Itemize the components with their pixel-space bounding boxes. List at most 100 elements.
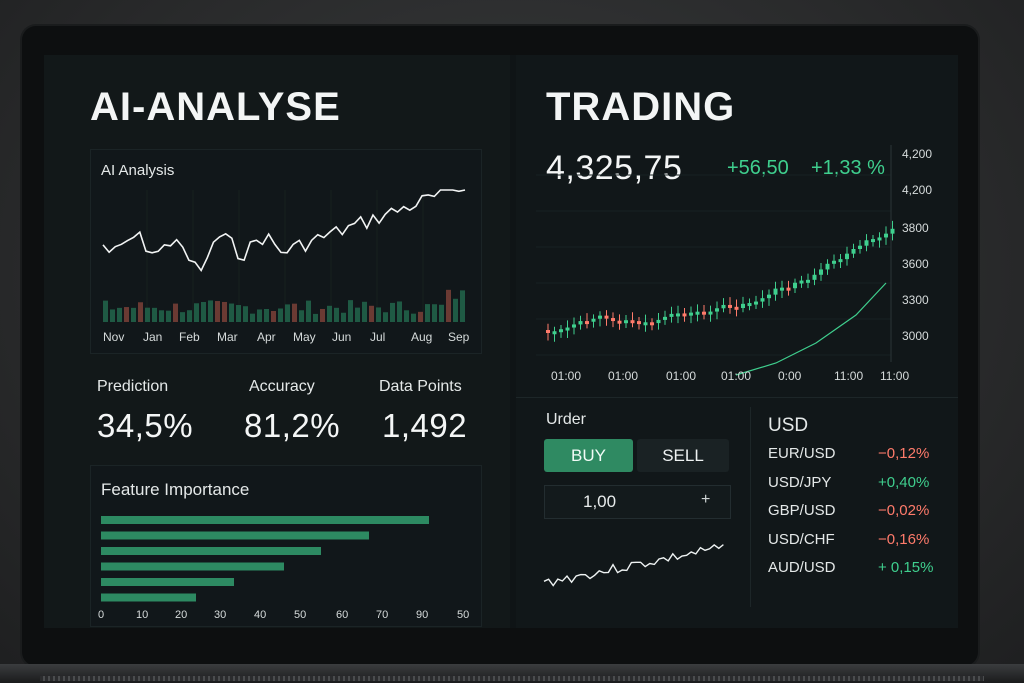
feature-tick: 20: [175, 609, 188, 621]
time-tick: 01:00: [666, 369, 697, 383]
candle-body: [747, 303, 752, 307]
feature-bar: [101, 547, 321, 555]
volume-bar: [250, 313, 255, 322]
candle-body: [585, 321, 589, 325]
time-tick: 01:00: [551, 369, 582, 383]
candle-body: [884, 233, 888, 238]
candle-body: [604, 315, 609, 319]
candle-body: [845, 253, 849, 260]
stat-datapoints-label: Data Points: [379, 378, 462, 395]
volume-bar: [271, 310, 276, 322]
month-tick: Jun: [332, 330, 352, 344]
feature-importance-title: Feature Importance: [101, 480, 250, 499]
candle-body: [728, 304, 732, 308]
price-tick: 3800: [902, 221, 929, 235]
time-tick: 11:00: [834, 369, 864, 383]
candle-body: [838, 259, 843, 263]
volume-bar: [103, 300, 108, 322]
price-change-abs: +56,50: [727, 157, 789, 179]
quantity-value: 1,00: [583, 492, 617, 511]
candle-body: [819, 269, 823, 275]
price-tick: 4,200: [902, 147, 933, 161]
candle-body: [786, 287, 791, 291]
volume-bar: [152, 307, 157, 322]
candle-body: [650, 322, 654, 326]
plus-icon[interactable]: +: [701, 491, 711, 508]
volume-bar: [334, 307, 339, 322]
volume-bar: [320, 308, 325, 322]
feature-bar: [101, 531, 369, 540]
candle-body: [864, 240, 869, 246]
candle-body: [637, 321, 641, 325]
screen: AI-ANALYSE AI Analysis Nov Jan Feb Mar Apr Ma…: [44, 55, 958, 628]
currency-pair-name[interactable]: GBP/USD: [768, 502, 836, 519]
ai-analyse-panel: AI-ANALYSE AI Analysis Nov Jan Feb Mar Apr Ma…: [44, 55, 510, 628]
candle-body: [689, 312, 693, 316]
feature-tick: 70: [376, 609, 389, 621]
volume-bar: [201, 301, 206, 322]
currency-pair-name[interactable]: USD/CHF: [768, 530, 835, 548]
stat-prediction-label: Prediction: [97, 378, 169, 395]
ai-analysis-card: AI Analysis Nov Jan Feb Mar Apr May Jun Jul Aug S…: [90, 149, 482, 354]
candle-body: [663, 316, 667, 320]
candle-body: [721, 304, 726, 309]
volume-bar: [215, 301, 220, 322]
time-tick: 01:00: [721, 369, 752, 383]
candle-body: [715, 308, 719, 312]
currency-title: USD: [768, 415, 809, 436]
volume-bar: [124, 307, 129, 322]
trading-title: TRADING: [546, 85, 736, 129]
feature-tick: 50: [457, 609, 470, 621]
stat-accuracy-label: Accuracy: [249, 378, 315, 395]
keyboard-edge: [40, 676, 984, 681]
volume-bar: [362, 301, 367, 322]
ai-analyse-title: AI-ANALYSE: [90, 85, 341, 129]
currency-pair-name[interactable]: USD/JPY: [768, 473, 832, 491]
volume-bar: [117, 307, 122, 322]
feature-tick: 60: [336, 609, 349, 621]
volume-bar: [166, 310, 171, 322]
candle-body: [656, 319, 661, 324]
volume-bar: [229, 303, 234, 322]
sell-button[interactable]: SELL: [637, 439, 729, 472]
feature-tick: 50: [294, 609, 307, 621]
volume-bar: [418, 311, 423, 322]
stat-prediction-value: 34,5%: [97, 407, 194, 444]
currency-pair-name[interactable]: EUR/USD: [768, 445, 836, 462]
candle-body: [695, 311, 700, 315]
volume-bar: [376, 307, 381, 322]
volume-bar: [299, 310, 304, 322]
feature-bar: [101, 578, 234, 586]
volume-bar: [439, 304, 444, 322]
candle-body: [760, 298, 765, 302]
volume-bar: [222, 301, 227, 322]
volume-bar: [432, 304, 437, 322]
volume-bar: [411, 313, 416, 322]
candle-body: [546, 330, 550, 333]
volume-bar: [285, 304, 290, 322]
quantity-stepper[interactable]: 1,00 +: [544, 485, 731, 519]
candle-body: [767, 294, 771, 299]
candle-body: [812, 274, 817, 280]
currency-pair-name[interactable]: AUD/USD: [768, 559, 836, 576]
price-value: 4,325,75: [546, 149, 683, 187]
candle-body: [578, 321, 583, 325]
candle-body: [617, 320, 622, 324]
month-tick: May: [293, 330, 316, 344]
volume-bar: [243, 306, 248, 322]
volume-bar: [131, 307, 136, 322]
buy-button[interactable]: BUY: [544, 439, 633, 472]
candle-body: [773, 288, 778, 295]
currency-pair-change: −0,02%: [878, 502, 930, 519]
volume-bar: [404, 310, 409, 322]
volume-bar: [460, 290, 465, 322]
volume-bar: [355, 307, 360, 322]
volume-bar: [390, 302, 395, 322]
stat-datapoints-value: 1,492: [382, 407, 468, 444]
feature-bar: [101, 562, 284, 571]
candle-body: [780, 287, 784, 291]
feature-bar: [101, 516, 429, 524]
candle-body: [624, 320, 628, 324]
volume-bar: [453, 298, 458, 322]
candle-body: [565, 327, 570, 331]
